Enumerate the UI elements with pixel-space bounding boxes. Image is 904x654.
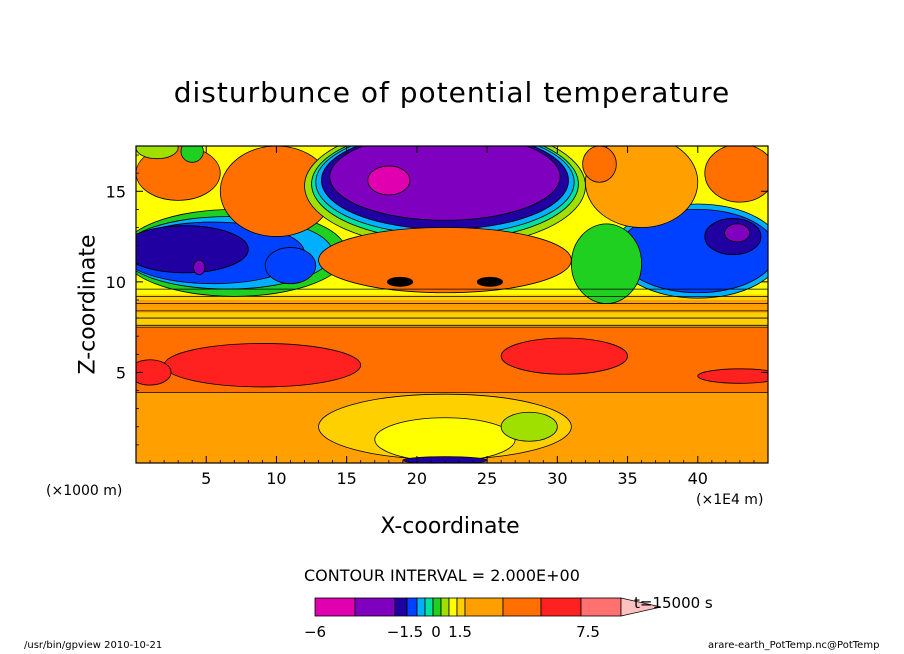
colorbar-segment [394, 597, 408, 617]
colorbar-label: 0 [431, 623, 441, 641]
colorbar-segment [432, 597, 442, 617]
colorbar-segment [354, 597, 396, 617]
colorbar-segment [440, 597, 450, 617]
colorbar-segment [406, 597, 418, 617]
plot-frame [135, 145, 769, 464]
band-red-right-edge [697, 368, 768, 384]
colorbar-label: −1.5 [387, 623, 423, 641]
x-tick-label: 40 [688, 469, 708, 488]
colorbar-segment [540, 597, 582, 617]
colorbar-segment [424, 597, 434, 617]
colorbar-segment [580, 597, 622, 617]
colorbar-label: 7.5 [576, 623, 600, 641]
zone-turbulent-lime [500, 411, 558, 442]
colorbar-segment [464, 597, 504, 617]
colorbar-segment [456, 597, 466, 617]
x-axis-label: X-coordinate [380, 514, 520, 539]
y-tick-label: 5 [116, 363, 126, 382]
x-tick-label: 15 [336, 469, 356, 488]
y-tick-label: 10 [106, 273, 126, 292]
x-unit-right: (×1E4 m) [696, 492, 764, 508]
cell-ul-green [180, 146, 204, 163]
contour-interval-label: CONTOUR INTERVAL = 2.000E+00 [304, 566, 580, 585]
colorbar-label: −6 [304, 623, 326, 641]
jet-left [386, 276, 414, 287]
time-label: t=15000 s [634, 594, 713, 612]
contour-field [136, 146, 768, 463]
x-tick-label: 25 [477, 469, 497, 488]
x-unit-left: (×1000 m) [46, 483, 123, 499]
colorbar-segment [448, 597, 458, 617]
band-red-right [500, 337, 628, 375]
region-center-purple [329, 146, 561, 221]
region-left-purple [193, 259, 206, 276]
colorbar-segment [416, 597, 426, 617]
colorbar-segment [314, 597, 356, 617]
x-tick-label: 10 [266, 469, 286, 488]
footer-right: arare-earth_PotTemp.nc@PotTemp [708, 640, 880, 651]
x-tick-label: 35 [617, 469, 637, 488]
y-tick-label: 15 [106, 182, 126, 201]
region-right-green [570, 223, 643, 304]
chart-title: disturbunce of potential temperature [173, 76, 731, 109]
colorbar-label: 1.5 [448, 623, 472, 641]
region-left-blue-small [264, 247, 317, 285]
region-center-orange [318, 227, 572, 294]
jet-right [476, 276, 503, 287]
x-tick-label: 30 [547, 469, 567, 488]
cell-ur-2 [704, 146, 768, 203]
region-center-magenta [367, 165, 411, 196]
zone-turbulent-core [374, 417, 516, 462]
footer-left: /usr/bin/gpview 2010-10-21 [24, 640, 163, 651]
region-left-navy [136, 225, 249, 274]
region-right-purple [724, 223, 751, 243]
colorbar-segment [502, 597, 542, 617]
y-axis-label: Z-coordinate [75, 234, 101, 375]
x-tick-label: 5 [201, 469, 211, 488]
band-red-edge [136, 359, 172, 386]
band-red-left [163, 343, 362, 388]
x-tick-label: 20 [407, 469, 427, 488]
colorbar-arrow [620, 597, 662, 617]
cell-ul-lime [136, 146, 179, 160]
cell-ur-3 [582, 146, 617, 183]
